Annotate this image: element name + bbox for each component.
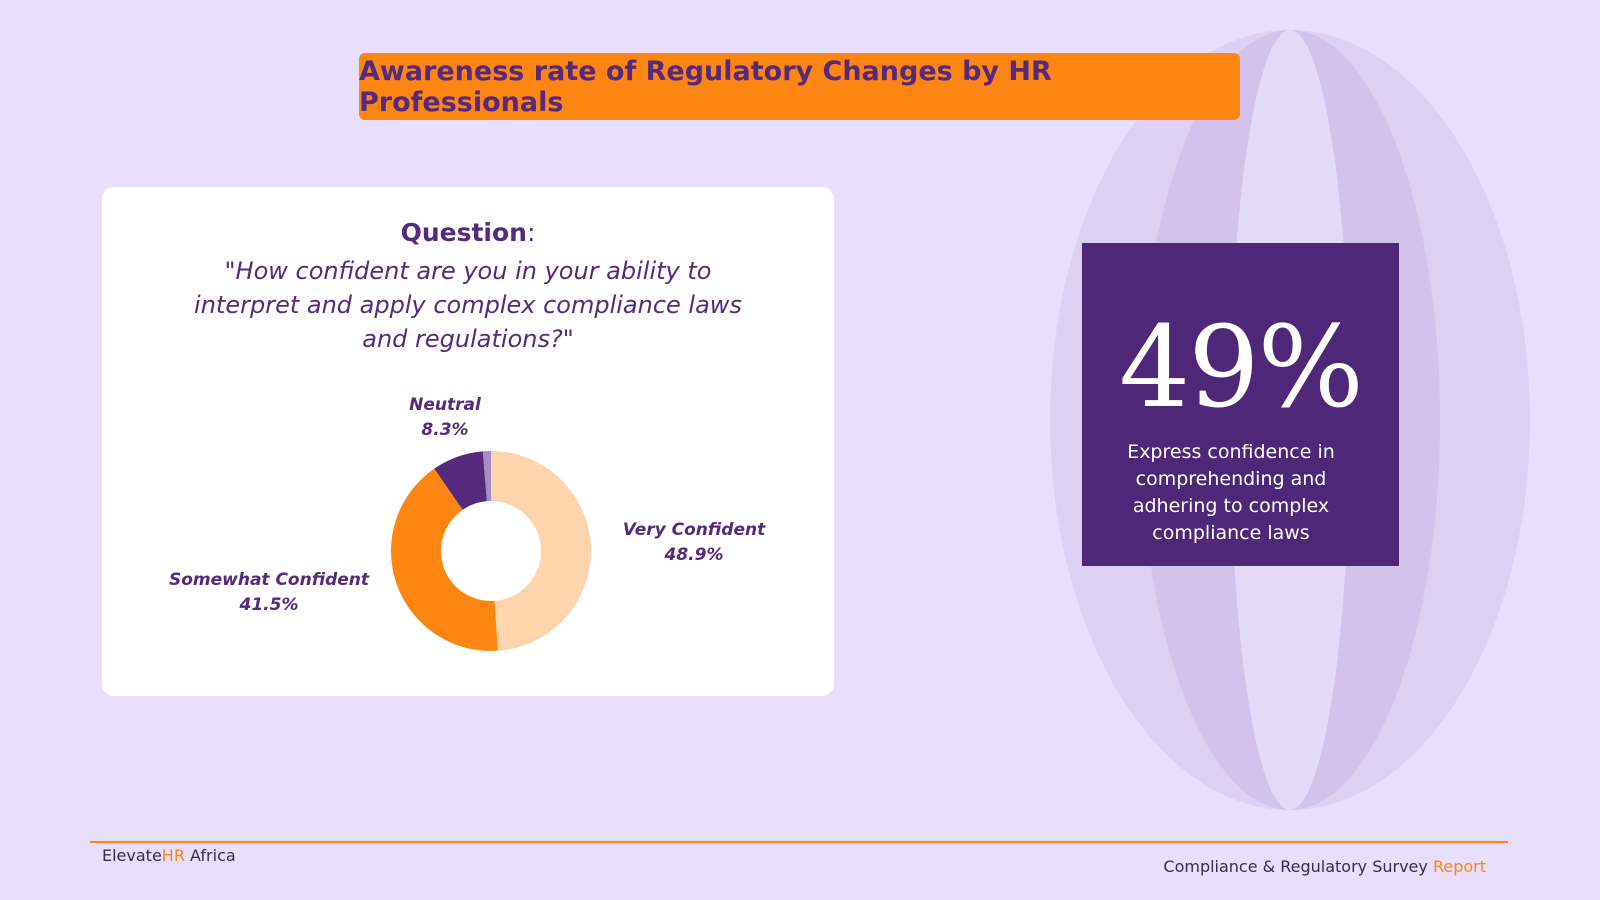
slice-value-label: 8.3% xyxy=(421,420,468,440)
brand-part: Africa xyxy=(184,846,236,865)
brand-part: HR xyxy=(161,846,185,865)
report-name: Compliance & Regulatory Survey Report xyxy=(1163,857,1486,876)
slice-label: Somewhat Confident xyxy=(169,570,370,590)
stat-value: 49% xyxy=(1119,303,1364,433)
donut-slice xyxy=(491,451,591,651)
slice-label: Neutral xyxy=(409,395,482,415)
question-label: Question xyxy=(400,218,527,247)
brand: ElevateHR Africa xyxy=(102,846,236,865)
stat-text: Express confidence in comprehending and … xyxy=(1127,441,1335,544)
question-text: "How confident are you in your ability t… xyxy=(194,257,742,353)
question-heading: Question: xyxy=(102,218,834,247)
donut-chart: Very Confident 48.9% Somewhat Confident 41.… xyxy=(169,395,766,651)
report-part: Report xyxy=(1432,857,1486,876)
title: Awareness rate of Regulatory Changes by … xyxy=(359,53,1240,120)
donut-slice xyxy=(434,451,487,510)
report-part: Compliance & Regulatory Survey xyxy=(1163,857,1433,876)
brand-part: Elevate xyxy=(102,846,162,865)
donut-slice xyxy=(390,468,498,651)
slice-label: Very Confident xyxy=(623,520,766,540)
slice-value-label: 48.9% xyxy=(664,545,724,565)
donut-slice xyxy=(482,451,491,502)
slice-value-label: 41.5% xyxy=(239,595,299,615)
stat-box xyxy=(1082,243,1399,566)
footer-line xyxy=(90,841,1508,843)
question-colon: : xyxy=(526,218,536,247)
